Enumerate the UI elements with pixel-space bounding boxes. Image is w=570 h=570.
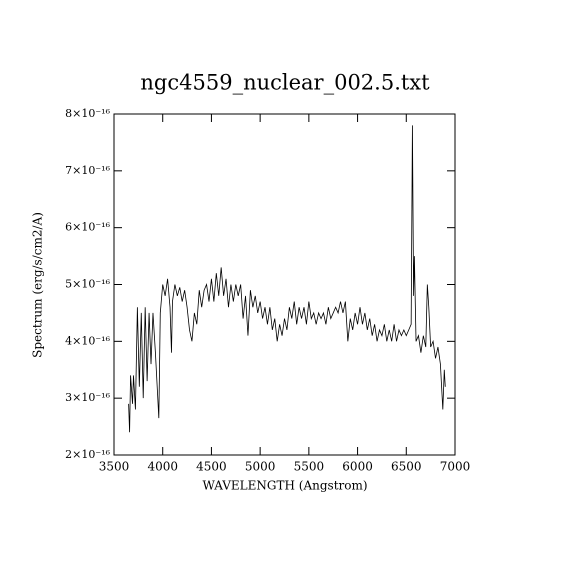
- x-tick-label: 4500: [196, 460, 227, 474]
- y-tick-label: 8×10⁻¹⁶: [65, 107, 110, 120]
- x-tick-label: 4000: [147, 460, 178, 474]
- y-axis-label: Spectrum (erg/s/cm2/A): [31, 212, 45, 358]
- x-tick-label: 5000: [245, 460, 276, 474]
- spectrum-line: [128, 125, 446, 433]
- x-tick-label: 7000: [440, 460, 471, 474]
- y-tick-label: 5×10⁻¹⁶: [65, 278, 110, 291]
- y-tick-label: 7×10⁻¹⁶: [65, 164, 110, 177]
- plot-frame: [113, 113, 456, 456]
- x-tick-label: 6500: [391, 460, 422, 474]
- x-tick-label: 5500: [294, 460, 325, 474]
- y-tick-label: 3×10⁻¹⁶: [65, 391, 110, 404]
- y-tick-label: 2×10⁻¹⁶: [65, 448, 110, 461]
- y-tick-label: 4×10⁻¹⁶: [65, 334, 110, 347]
- y-tick-label: 6×10⁻¹⁶: [65, 221, 110, 234]
- x-tick-label: 3500: [99, 460, 130, 474]
- x-axis-label: WAVELENGTH (Angstrom): [202, 479, 367, 493]
- chart-title: ngc4559_nuclear_002.5.txt: [140, 71, 430, 95]
- x-tick-label: 6000: [342, 460, 373, 474]
